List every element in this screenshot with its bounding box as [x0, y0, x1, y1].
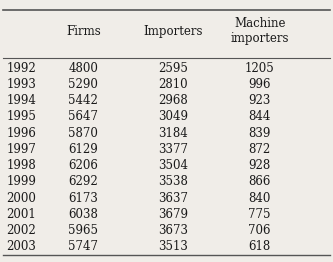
Text: 2002: 2002 [7, 224, 36, 237]
Text: 1993: 1993 [7, 78, 37, 91]
Text: 2968: 2968 [158, 94, 188, 107]
Text: 618: 618 [249, 240, 271, 253]
Text: 1998: 1998 [7, 159, 36, 172]
Text: 996: 996 [248, 78, 271, 91]
Text: 2595: 2595 [158, 62, 188, 75]
Text: 866: 866 [248, 175, 271, 188]
Text: 839: 839 [248, 127, 271, 140]
Text: 5647: 5647 [68, 110, 98, 123]
Text: 3637: 3637 [158, 192, 188, 205]
Text: 1997: 1997 [7, 143, 37, 156]
Text: 2810: 2810 [159, 78, 188, 91]
Text: 4800: 4800 [68, 62, 98, 75]
Text: 3184: 3184 [158, 127, 188, 140]
Text: 6129: 6129 [68, 143, 98, 156]
Text: 3538: 3538 [158, 175, 188, 188]
Text: 3049: 3049 [158, 110, 188, 123]
Text: 1995: 1995 [7, 110, 37, 123]
Text: 1205: 1205 [245, 62, 275, 75]
Text: Importers: Importers [144, 25, 203, 38]
Text: 923: 923 [248, 94, 271, 107]
Text: 1999: 1999 [7, 175, 37, 188]
Text: 3377: 3377 [158, 143, 188, 156]
Text: 2001: 2001 [7, 208, 36, 221]
Text: 3679: 3679 [158, 208, 188, 221]
Text: 6292: 6292 [68, 175, 98, 188]
Text: 706: 706 [248, 224, 271, 237]
Text: 775: 775 [248, 208, 271, 221]
Text: 3673: 3673 [158, 224, 188, 237]
Text: 1992: 1992 [7, 62, 36, 75]
Text: 5442: 5442 [68, 94, 98, 107]
Text: Firms: Firms [66, 25, 101, 38]
Text: 840: 840 [248, 192, 271, 205]
Text: 6206: 6206 [68, 159, 98, 172]
Text: Machine
importers: Machine importers [230, 18, 289, 45]
Text: 844: 844 [248, 110, 271, 123]
Text: 928: 928 [249, 159, 271, 172]
Text: 3504: 3504 [158, 159, 188, 172]
Text: 5870: 5870 [68, 127, 98, 140]
Text: 5290: 5290 [68, 78, 98, 91]
Text: 1996: 1996 [7, 127, 37, 140]
Text: 6038: 6038 [68, 208, 98, 221]
Text: 2000: 2000 [7, 192, 37, 205]
Text: 3513: 3513 [158, 240, 188, 253]
Text: 6173: 6173 [68, 192, 98, 205]
Text: 5747: 5747 [68, 240, 98, 253]
Text: 2003: 2003 [7, 240, 37, 253]
Text: 5965: 5965 [68, 224, 98, 237]
Text: 1994: 1994 [7, 94, 37, 107]
Text: 872: 872 [249, 143, 271, 156]
